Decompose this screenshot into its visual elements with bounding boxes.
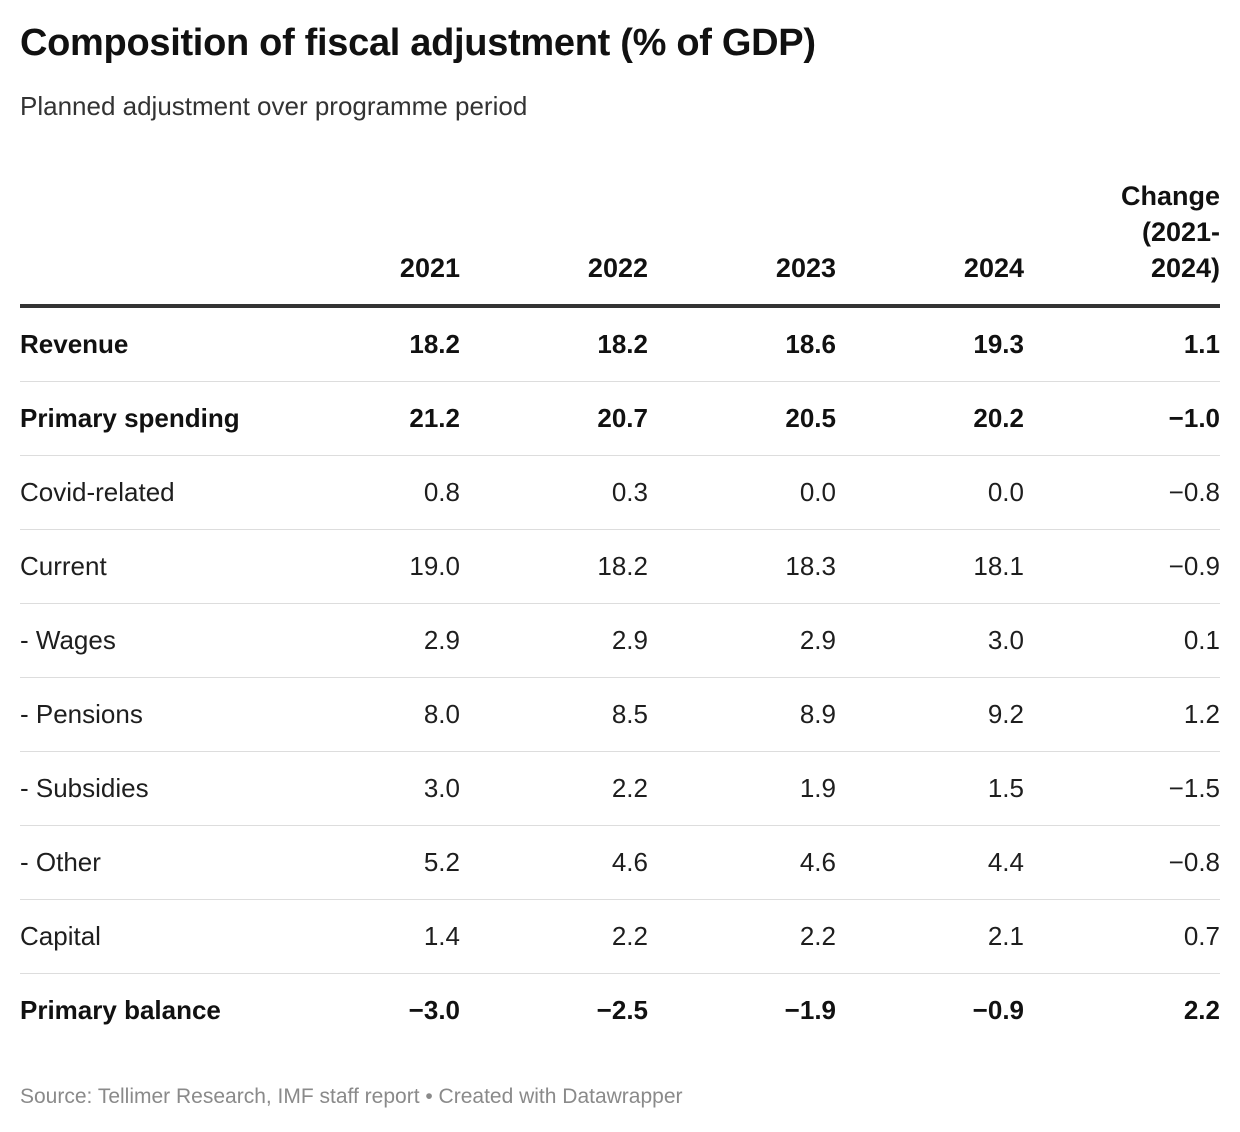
table-row: Primary balance −3.0 −2.5 −1.9 −0.9 2.2 — [20, 974, 1220, 1048]
row-label: Revenue — [20, 306, 272, 382]
table-cell: 18.1 — [836, 529, 1024, 604]
table-cell: 2.9 — [648, 603, 836, 678]
chart-subtitle: Planned adjustment over programme period — [20, 91, 528, 121]
table-cell: 2.2 — [648, 899, 836, 974]
table-row: Revenue 18.2 18.2 18.6 19.3 1.1 — [20, 306, 1220, 382]
table-cell: −0.8 — [1024, 825, 1220, 900]
fiscal-adjustment-table: 2021 2022 2023 2024 Change (2021- 2024) … — [20, 178, 1220, 1047]
row-label: Primary balance — [20, 995, 221, 1025]
table-cell: 19.0 — [272, 529, 460, 604]
table-cell: 20.5 — [648, 381, 836, 456]
table-cell: 4.6 — [648, 825, 836, 900]
table-row: - Other 5.2 4.6 4.6 4.4 −0.8 — [20, 825, 1220, 900]
table-cell: 2.2 — [1183, 995, 1220, 1025]
table-row: - Pensions 8.0 8.5 8.9 9.2 1.2 — [20, 677, 1220, 752]
column-header-2023: 2023 — [648, 178, 836, 308]
table-row: Primary spending 21.2 20.7 20.5 20.2 −1.0 — [20, 381, 1220, 456]
table-cell: 1.2 — [1024, 677, 1220, 752]
table-cell: 4.4 — [836, 825, 1024, 900]
table-cell: 4.6 — [460, 825, 648, 900]
table-row: - Wages 2.9 2.9 2.9 3.0 0.1 — [20, 603, 1220, 678]
table-cell: 5.2 — [272, 825, 460, 900]
table-cell: 1.1 — [1024, 306, 1220, 382]
column-header-2024: 2024 — [836, 178, 1024, 308]
table-row: Capital 1.4 2.2 2.2 2.1 0.7 — [20, 899, 1220, 974]
table-cell: 2.1 — [836, 899, 1024, 974]
table-cell: 19.3 — [836, 306, 1024, 382]
column-header-2022: 2022 — [460, 178, 648, 308]
row-label: Current — [20, 529, 272, 604]
row-label: - Subsidies — [20, 751, 272, 826]
table-cell: 20.2 — [836, 381, 1024, 456]
table-row: Current 19.0 18.2 18.3 18.1 −0.9 — [20, 529, 1220, 604]
table-cell: 18.2 — [272, 306, 460, 382]
table-cell: 18.6 — [648, 306, 836, 382]
row-label: - Pensions — [20, 677, 272, 752]
table-cell: 18.2 — [460, 306, 648, 382]
table-cell: 2.2 — [460, 899, 648, 974]
table-cell: 8.9 — [648, 677, 836, 752]
table-cell: −1.9 — [784, 995, 836, 1025]
table-cell: 3.0 — [836, 603, 1024, 678]
table-header-row: 2021 2022 2023 2024 Change (2021- 2024) — [20, 178, 1220, 308]
table-cell: 1.5 — [836, 751, 1024, 826]
table-cell: 0.3 — [460, 455, 648, 530]
table-cell: 0.0 — [836, 455, 1024, 530]
row-label: - Other — [20, 825, 272, 900]
row-label: Capital — [20, 899, 272, 974]
table-cell: 0.7 — [1024, 899, 1220, 974]
table-cell: 8.5 — [460, 677, 648, 752]
table-cell: −0.8 — [1024, 455, 1220, 530]
table-row: - Subsidies 3.0 2.2 1.9 1.5 −1.5 — [20, 751, 1220, 826]
table-cell: 0.0 — [648, 455, 836, 530]
table-cell: 1.4 — [272, 899, 460, 974]
table-cell: 21.2 — [272, 381, 460, 456]
table-cell: −1.0 — [1024, 381, 1220, 456]
table-cell: 8.0 — [272, 677, 460, 752]
row-label: Covid-related — [20, 455, 272, 530]
table-body: Revenue 18.2 18.2 18.6 19.3 1.1 Primary spendi… — [20, 306, 1220, 1047]
table-cell: −3.0 — [408, 995, 460, 1025]
table-cell: 20.7 — [460, 381, 648, 456]
table-cell: 2.9 — [272, 603, 460, 678]
row-label: Primary spending — [20, 381, 272, 456]
source-note: Source: Tellimer Research, IMF staff rep… — [20, 1085, 683, 1108]
column-header-label — [20, 178, 272, 308]
row-label: - Wages — [20, 603, 272, 678]
column-header-2021: 2021 — [272, 178, 460, 308]
table-cell: 0.8 — [272, 455, 460, 530]
table-cell: 0.1 — [1024, 603, 1220, 678]
chart-title: Composition of fiscal adjustment (% of G… — [20, 22, 816, 64]
table-cell: −0.9 — [972, 995, 1024, 1025]
table-cell: 18.3 — [648, 529, 836, 604]
table-cell: 3.0 — [272, 751, 460, 826]
table-cell: −0.9 — [1024, 529, 1220, 604]
table-row: Covid-related 0.8 0.3 0.0 0.0 −0.8 — [20, 455, 1220, 530]
table-cell: 18.2 — [460, 529, 648, 604]
table-cell: −1.5 — [1024, 751, 1220, 826]
table-cell: 9.2 — [836, 677, 1024, 752]
table-cell: −2.5 — [596, 995, 648, 1025]
table-cell: 1.9 — [648, 751, 836, 826]
table-cell: 2.2 — [460, 751, 648, 826]
table-cell: 2.9 — [460, 603, 648, 678]
column-header-change: Change (2021- 2024) — [1024, 178, 1220, 308]
